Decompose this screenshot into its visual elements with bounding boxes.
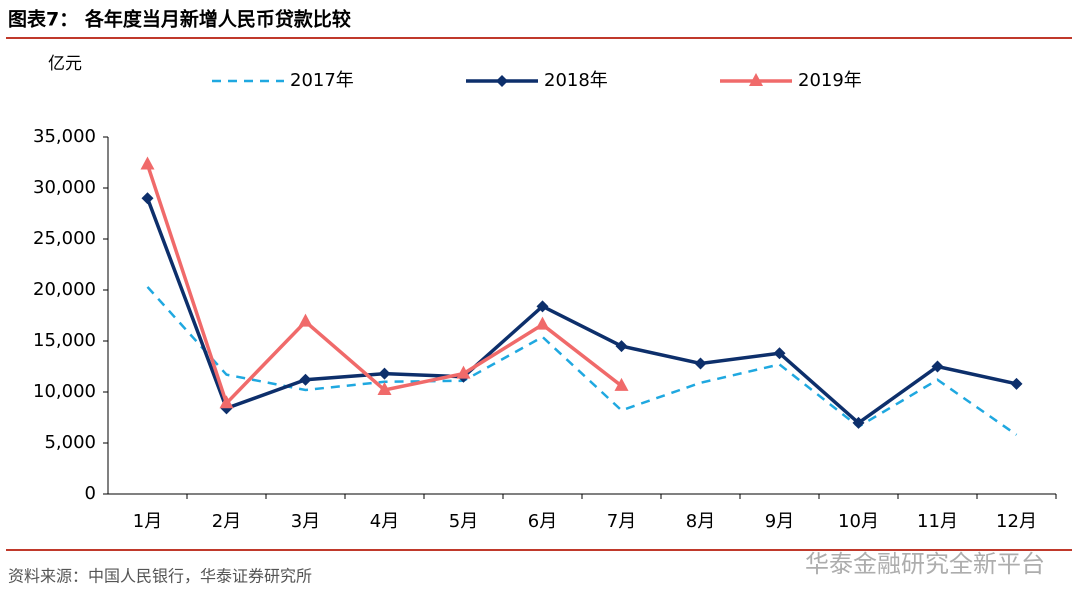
- point: [298, 313, 313, 327]
- legend-label: 2019年: [798, 70, 862, 91]
- point: [1010, 377, 1023, 390]
- legend-label: 2017年: [290, 70, 354, 91]
- point: [694, 357, 707, 370]
- x-tick-label: 6月: [528, 511, 557, 532]
- series-line: [146, 286, 1018, 436]
- x-tick-label: 1月: [133, 511, 162, 532]
- point: [377, 381, 392, 395]
- point: [219, 395, 234, 409]
- x-tick-label: 7月: [607, 511, 636, 532]
- point: [535, 316, 550, 330]
- chart-title: 图表7： 各年度当月新增人民币贷款比较: [8, 8, 351, 31]
- y-tick-label: 35,000: [33, 126, 96, 147]
- x-tick-label: 10月: [838, 511, 879, 532]
- y-tick-label: 0: [85, 483, 96, 504]
- point: [299, 373, 312, 386]
- point: [773, 347, 786, 360]
- x-tick-label: 2月: [212, 511, 241, 532]
- point: [496, 75, 508, 87]
- x-tick-label: 9月: [765, 511, 794, 532]
- point: [614, 377, 629, 391]
- point: [536, 300, 549, 313]
- y-tick-label: 25,000: [33, 228, 96, 249]
- series-line: [145, 163, 623, 407]
- legend-label: 2018年: [544, 70, 608, 91]
- point: [931, 360, 944, 373]
- x-tick-label: 4月: [370, 511, 399, 532]
- y-tick-label: 5,000: [44, 432, 96, 453]
- x-tick-label: 12月: [996, 511, 1037, 532]
- x-tick-label: 11月: [917, 511, 958, 532]
- x-tick-label: 8月: [686, 511, 715, 532]
- y-tick-label: 15,000: [33, 330, 96, 351]
- point: [456, 365, 471, 379]
- source: 资料来源：中国人民银行，华泰证券研究所: [8, 567, 312, 586]
- point: [140, 156, 155, 170]
- point: [378, 367, 391, 380]
- point: [141, 192, 154, 205]
- y-tick-label: 10,000: [33, 381, 96, 402]
- x-tick-label: 3月: [291, 511, 320, 532]
- point: [749, 73, 763, 86]
- y-tick-label: 30,000: [33, 177, 96, 198]
- y-axis-label: 亿元: [48, 54, 82, 74]
- watermark: 华泰金融研究全新平台: [805, 550, 1045, 578]
- point: [615, 340, 628, 353]
- point: [852, 416, 865, 429]
- series-line: [145, 197, 1017, 426]
- x-tick-label: 5月: [449, 511, 478, 532]
- y-tick-label: 20,000: [33, 279, 96, 300]
